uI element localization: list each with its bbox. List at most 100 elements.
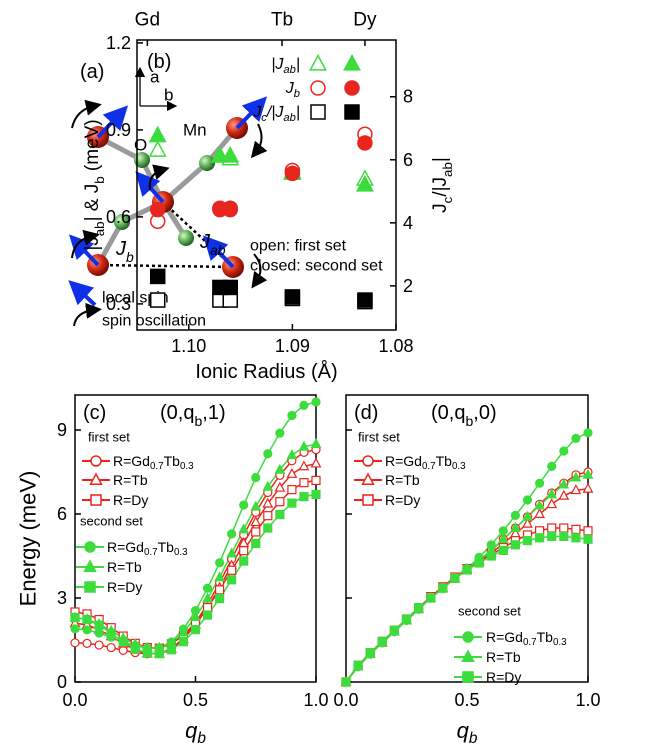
panel-label: (b) [147, 51, 171, 73]
text-part: b [294, 88, 300, 100]
data-point [534, 478, 545, 488]
data-point [498, 545, 508, 556]
data-point [262, 480, 274, 491]
legend-marker [310, 104, 326, 120]
text-part: b [92, 176, 107, 183]
data-point [509, 521, 521, 532]
data-point [583, 428, 593, 438]
data-point [250, 500, 262, 511]
legend-label: Jb [285, 80, 300, 101]
legend-label: R=Dy [107, 579, 142, 595]
data-point [522, 495, 533, 505]
data-point [355, 175, 374, 192]
y-tick-label: 0 [57, 672, 67, 692]
data-point [497, 533, 509, 544]
data-point [118, 637, 128, 647]
data-point [287, 485, 297, 495]
text-part: /|J [266, 104, 285, 121]
data-point [149, 268, 166, 285]
y-tick-label: 1.2 [106, 33, 131, 53]
oxygen-atom [134, 152, 150, 168]
text-part: q [185, 718, 198, 743]
text-part: ab [283, 112, 295, 124]
data-point [222, 279, 238, 296]
data-point [286, 467, 298, 478]
data-point [559, 531, 569, 542]
data-point [570, 471, 582, 482]
data-point [365, 647, 375, 658]
text-part: b [469, 730, 478, 747]
data-point [274, 481, 286, 492]
data-point [275, 428, 285, 438]
data-point [426, 593, 436, 603]
text-part: ab [92, 221, 107, 236]
data-point [94, 640, 104, 650]
y-axis-label: Energy (meV) [16, 471, 41, 607]
y-tick-label: 0.3 [106, 294, 131, 314]
legend-label: R=Gd0.7Tb0.3 [486, 629, 567, 648]
legend-text: spin oscillation [102, 313, 206, 330]
data-point [251, 473, 261, 483]
data-point [70, 624, 80, 634]
atom-label: O [134, 136, 147, 155]
data-point [202, 583, 213, 593]
oscillation-arrow [71, 229, 100, 259]
text-part: (0,q [160, 402, 194, 424]
data-point [149, 201, 166, 218]
data-point [263, 523, 273, 533]
x-tick-label: 1.0 [303, 690, 328, 710]
data-point [558, 489, 570, 500]
data-point [130, 644, 140, 654]
legend-marker [84, 581, 96, 593]
y-axis-label: |Jab| & Jb (meV) [82, 119, 108, 250]
data-point [583, 534, 593, 544]
oscillation-arrow [250, 123, 268, 159]
data-point [438, 583, 448, 593]
text-part: Tb [164, 453, 181, 469]
text-part: b [197, 730, 206, 747]
data-point [558, 478, 570, 489]
legend-marker [90, 494, 102, 506]
data-point [522, 535, 533, 546]
y-tick-label: 0.9 [106, 120, 131, 140]
data-point [82, 638, 92, 648]
legend-oscillation [73, 302, 102, 327]
data-point [190, 625, 201, 635]
data-point [148, 125, 167, 143]
text-part: |J [82, 236, 103, 250]
data-point [522, 517, 533, 528]
text-part: | & J [82, 184, 103, 222]
data-point [250, 516, 262, 527]
data-point [239, 500, 249, 510]
data-point [353, 660, 363, 670]
data-point [546, 488, 558, 499]
text-part: |J [271, 56, 284, 73]
legend-marker [84, 541, 96, 553]
text-part: J [115, 238, 127, 260]
y2-axis-label: Jc/|Jab| [430, 157, 456, 213]
x-axis-label: qb [457, 718, 478, 747]
data-point [251, 538, 261, 549]
legend-label: Jc/|Jab| [252, 104, 300, 125]
data-point [202, 610, 213, 620]
text-part: c [261, 112, 267, 124]
data-point [571, 524, 581, 535]
data-point [287, 498, 297, 508]
text-part: b [465, 413, 473, 429]
data-point [226, 547, 238, 558]
top-tick-label: Tb [271, 10, 293, 31]
data-point [251, 527, 261, 537]
oxygen-atoms [114, 152, 215, 246]
data-point [166, 645, 176, 655]
data-point [582, 468, 594, 479]
data-point [94, 620, 104, 630]
y2-tick-label: 4 [403, 213, 413, 233]
data-point [284, 165, 301, 182]
text-part: ab [440, 162, 455, 177]
legend-label: R=Gd0.7Tb0.3 [107, 539, 188, 558]
y-tick-label: 6 [57, 504, 67, 524]
legend-label: R=Tb [486, 649, 521, 665]
data-point [287, 410, 297, 421]
